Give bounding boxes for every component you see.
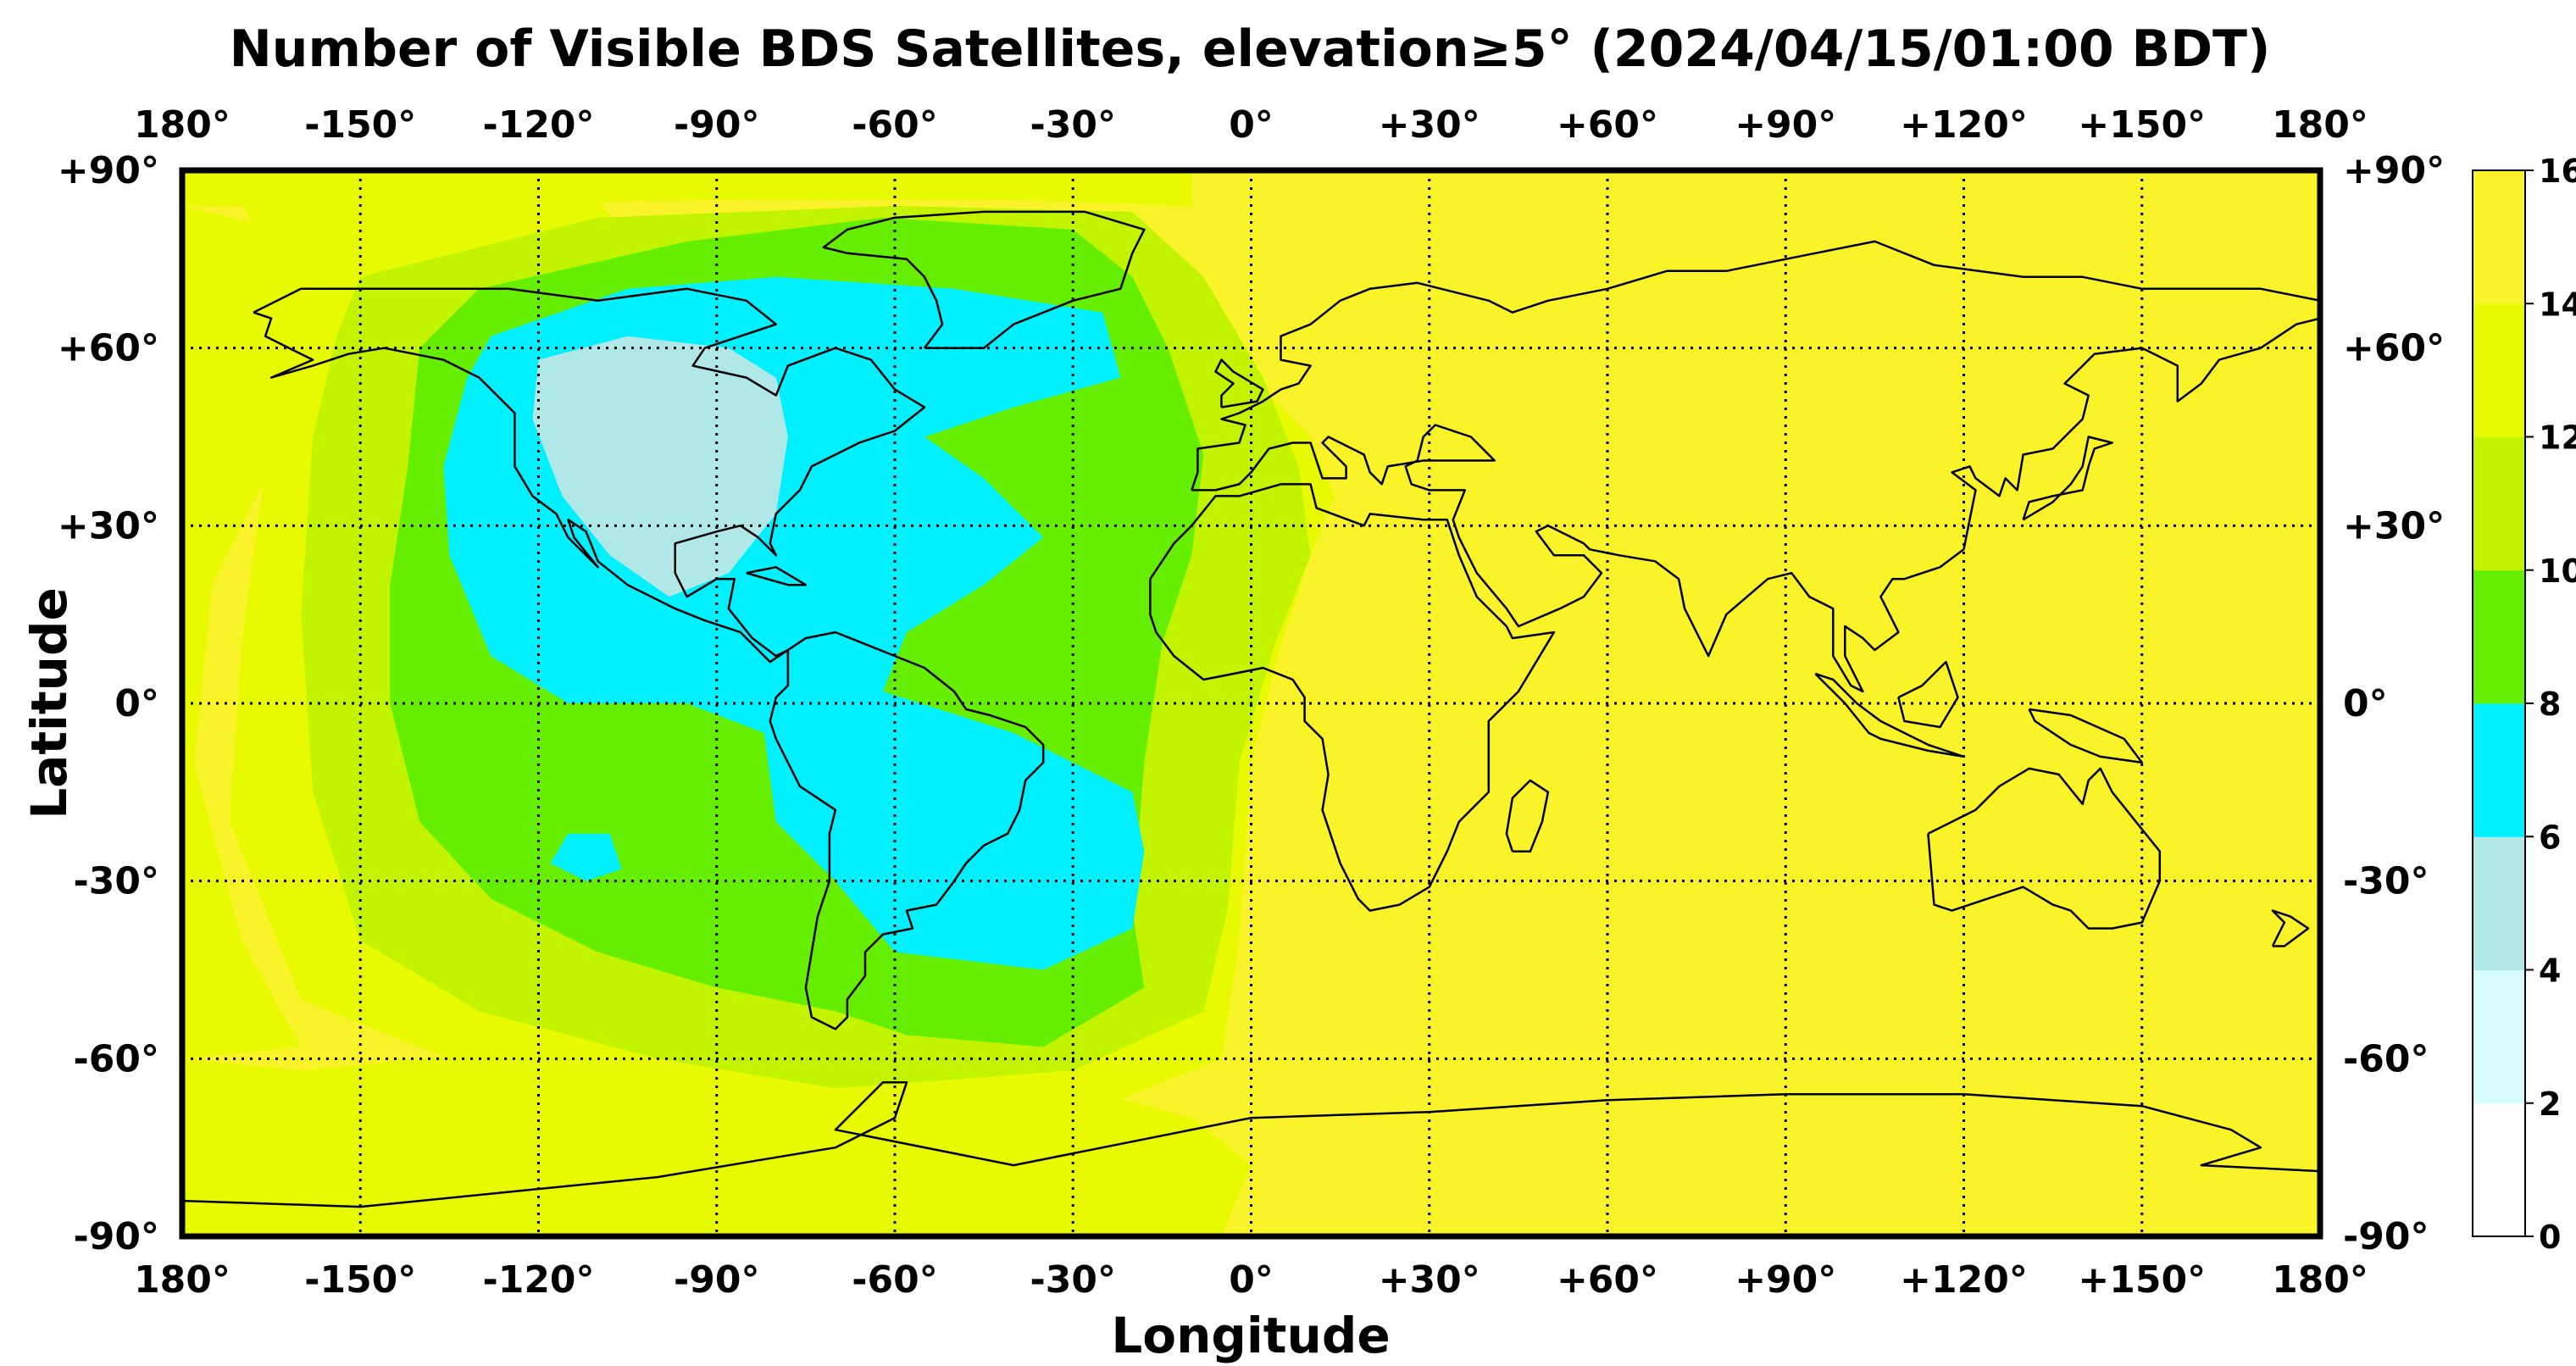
lat-tick-right: +90°	[2343, 149, 2445, 192]
count-region-7-8	[550, 833, 622, 881]
coastline-eurasia	[1191, 240, 2320, 693]
lat-tick-right: 0°	[2343, 682, 2388, 725]
lat-tick-left: -30°	[74, 860, 160, 903]
coastline-greenland	[822, 210, 1146, 349]
coastlines	[182, 210, 2320, 1208]
longitude-ticks-bottom: 180° -150° -120° -90° -60° -30° 0° +30° +60° +90°…	[134, 1258, 2368, 1302]
coastline-new-zealand	[2271, 909, 2310, 947]
count-region-13-1	[182, 170, 1192, 206]
colorbar-bin-2-4	[2473, 969, 2525, 1104]
lon-tick-bottom: -30°	[1030, 1258, 1117, 1302]
lon-tick-top: +90°	[1735, 103, 1836, 147]
colorbar-tick-label: 14	[2539, 286, 2576, 323]
lon-tick-top: -90°	[674, 103, 760, 147]
lat-tick-left: +30°	[58, 504, 159, 547]
lat-tick-right: +60°	[2343, 327, 2445, 370]
lat-tick-left: -90°	[74, 1215, 160, 1258]
latitude-ticks-right: +90° +60° +30° 0° -30° -60° -90°	[2343, 149, 2445, 1258]
colorbar-tick-label: 0	[2539, 1219, 2561, 1256]
lat-tick-left: -60°	[74, 1037, 160, 1080]
plot-frame	[179, 167, 2323, 1240]
coastline-north-america	[253, 287, 926, 664]
lon-tick-bottom: +90°	[1735, 1258, 1836, 1302]
lat-tick-left: 0°	[114, 682, 159, 725]
coastline-antarctica	[182, 1081, 2320, 1208]
colorbar: 0 2 4 6 8 10 12 14 16	[2472, 153, 2576, 1256]
colorbar-bin-10-12	[2473, 436, 2525, 571]
lon-tick-top: +30°	[1379, 103, 1480, 147]
lon-tick-top: +150°	[2078, 103, 2206, 147]
coastline-cuba	[746, 566, 808, 586]
lon-tick-top: -120°	[482, 103, 594, 147]
latitude-ticks-left: +90° +60° +30° 0° -30° -60° -90°	[58, 149, 159, 1258]
lat-tick-right: -90°	[2343, 1215, 2429, 1258]
lon-tick-bottom: 180°	[2272, 1258, 2368, 1302]
lon-tick-bottom: -90°	[674, 1258, 760, 1302]
lat-tick-right: +30°	[2343, 504, 2445, 547]
coastline-madagascar	[1505, 779, 1550, 852]
x-axis-label: Longitude	[1111, 1307, 1390, 1364]
graticule-grid	[182, 170, 2320, 1236]
lon-tick-bottom: +30°	[1379, 1258, 1480, 1302]
lon-tick-bottom: -60°	[852, 1258, 938, 1302]
lon-tick-bottom: +150°	[2078, 1258, 2206, 1302]
lon-tick-bottom: -150°	[304, 1258, 416, 1302]
lon-tick-top: -60°	[852, 103, 938, 147]
colorbar-tick-label: 8	[2539, 686, 2561, 723]
colorbar-tick-label: 6	[2539, 819, 2561, 856]
colorbar-tick-label: 12	[2539, 419, 2576, 457]
coastline-new-guinea	[2028, 708, 2144, 764]
lon-tick-top: -150°	[304, 103, 416, 147]
colorbar-bin-12-14	[2473, 303, 2525, 437]
colorbar-bin-4-6	[2473, 836, 2525, 970]
longitude-ticks-top: 180° -150° -120° -90° -60° -30° 0° +30° +60° +90°…	[134, 103, 2368, 147]
lon-tick-top: 180°	[2272, 103, 2368, 147]
colorbar-bin-8-10	[2473, 569, 2525, 704]
lon-tick-bottom: +120°	[1900, 1258, 2028, 1302]
colorbar-bin-14-16	[2473, 170, 2525, 304]
colorbar-bin-0-2	[2473, 1102, 2525, 1237]
coastline-australia	[1927, 767, 2162, 930]
coastline-japan	[2022, 436, 2113, 521]
lon-tick-bottom: -120°	[482, 1258, 594, 1302]
lon-tick-top: +120°	[1900, 103, 2028, 147]
lon-tick-bottom: 180°	[134, 1258, 230, 1302]
map-title: Number of Visible BDS Satellites, elevat…	[230, 19, 2271, 79]
plot-area	[179, 167, 2323, 1240]
coastline-borneo	[1897, 660, 1959, 729]
count-region-13-3	[182, 205, 331, 1059]
y-axis-label: Latitude	[20, 587, 78, 819]
colorbar-bin-6-8	[2473, 703, 2525, 837]
coastline-africa	[1149, 483, 1556, 912]
satellite-count-field	[182, 170, 2320, 1236]
coastline-uk	[1214, 358, 1264, 408]
colorbar-tick-label: 16	[2539, 153, 2576, 190]
lat-tick-right: -30°	[2343, 860, 2429, 903]
lon-tick-bottom: 0°	[1229, 1258, 1274, 1302]
coastline-south-america	[769, 630, 1045, 1030]
lon-tick-top: 0°	[1229, 103, 1274, 147]
lon-tick-top: +60°	[1557, 103, 1658, 147]
lat-tick-left: +60°	[58, 327, 159, 370]
lon-tick-top: 180°	[134, 103, 230, 147]
colorbar-tick-label: 10	[2539, 553, 2576, 590]
lat-tick-left: +90°	[58, 149, 159, 192]
colorbar-tick-label: 2	[2539, 1086, 2561, 1123]
lon-tick-top: -30°	[1030, 103, 1117, 147]
lat-tick-right: -60°	[2343, 1037, 2429, 1080]
count-region-5-9	[532, 336, 788, 597]
colorbar-tick-label: 4	[2539, 952, 2561, 990]
lon-tick-bottom: +60°	[1557, 1258, 1658, 1302]
